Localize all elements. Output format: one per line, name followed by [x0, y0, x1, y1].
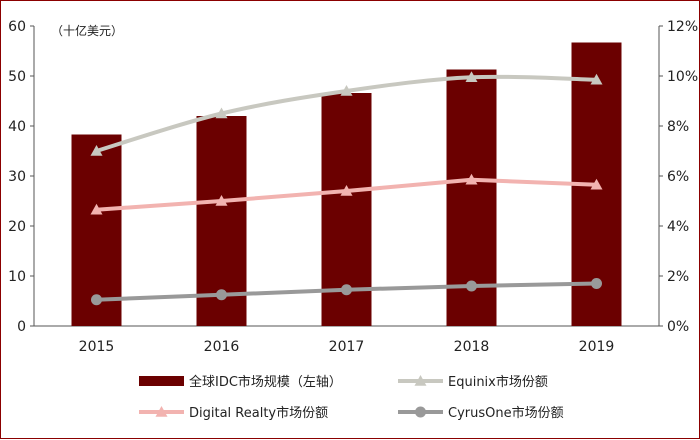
cyrusone-point-2016	[216, 289, 227, 301]
left-tick-label: 30	[8, 169, 26, 185]
legend-swatch-bar	[139, 376, 184, 386]
unit-label: （十亿美元）	[51, 23, 123, 38]
digital-realty-point-2018	[465, 173, 478, 185]
line-series	[90, 71, 603, 306]
equinix-point-2015	[90, 145, 103, 156]
digital-realty-point-2019	[590, 178, 603, 190]
right-tick-label: 12%	[667, 19, 698, 35]
x-tick-label: 2017	[329, 339, 365, 355]
digital-realty-point-2016	[215, 195, 228, 206]
cyrusone-point-2015	[91, 294, 102, 306]
x-tick-label: 2015	[79, 339, 115, 355]
legend-swatch-marker	[414, 375, 427, 386]
left-tick-label: 50	[8, 69, 26, 85]
legend-label: Equinix市场份额	[448, 374, 548, 390]
left-tick-label: 10	[8, 269, 26, 285]
digital-realty-point-2015	[90, 203, 103, 215]
x-tick-label: 2019	[579, 339, 615, 355]
cyrusone-point-2019	[591, 278, 602, 289]
legend-label: 全球IDC市场规模（左轴）	[189, 374, 342, 390]
equinix-point-2018	[465, 71, 478, 83]
legend-label: CyrusOne市场份额	[448, 405, 564, 421]
legend: 全球IDC市场规模（左轴） Equinix市场份额 Digital Realty市场…	[139, 374, 564, 421]
legend-swatch-marker	[155, 406, 168, 417]
right-tick-label: 6%	[667, 169, 689, 185]
right-tick-label: 10%	[667, 69, 698, 85]
right-tick-label: 8%	[667, 119, 689, 135]
equinix-point-2019	[590, 73, 603, 85]
legend-label: Digital Realty市场份额	[189, 405, 328, 421]
legend-swatch-marker	[415, 406, 426, 418]
left-tick-label: 40	[8, 119, 26, 135]
digital-realty-point-2017	[340, 185, 353, 196]
right-tick-label: 0%	[667, 319, 689, 335]
left-tick-label: 20	[8, 219, 26, 235]
right-tick-label: 2%	[667, 269, 689, 285]
equinix-point-2017	[340, 85, 353, 96]
axes: 0 10 20 30 40 50 60 0% 2% 4% 6% 8% 10% 12% 2015 2016 201…	[8, 19, 698, 355]
bar-2015	[71, 134, 122, 326]
cyrusone-point-2018	[466, 280, 477, 292]
right-tick-label: 4%	[667, 219, 689, 235]
left-tick-label: 0	[17, 319, 26, 335]
x-tick-label: 2016	[204, 339, 240, 355]
equinix-point-2016	[215, 107, 228, 119]
cyrusone-point-2017	[341, 284, 352, 296]
left-tick-label: 60	[8, 19, 26, 35]
x-tick-label: 2018	[454, 339, 490, 355]
